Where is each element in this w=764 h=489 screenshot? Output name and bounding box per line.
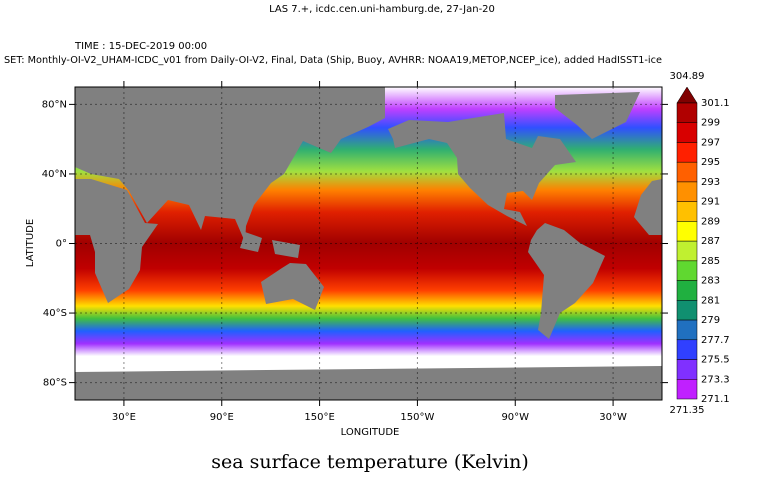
y-tick-label: 80°N <box>42 99 67 110</box>
x-tick-label: 90°W <box>501 412 529 423</box>
colorbar-label: 281 <box>701 295 720 306</box>
x-tick-label: 30°E <box>112 412 136 423</box>
colorbar-box <box>676 221 698 242</box>
land <box>75 87 662 400</box>
colorbar-label: 295 <box>701 157 720 168</box>
colorbar-box <box>676 260 698 281</box>
colorbar-box <box>676 240 698 262</box>
colorbar-triangle <box>676 86 698 104</box>
x-tick-label: 150°W <box>400 412 434 423</box>
colorbar-label: 299 <box>701 118 720 129</box>
header: LAS 7.+, icdc.cen.uni-hamburg.de, 27-Jan… <box>269 4 495 15</box>
colorbar-label: 301.1 <box>701 98 730 109</box>
colorbar-label: 289 <box>701 216 720 227</box>
colorbar-box <box>676 142 698 163</box>
x-axis-label: LONGITUDE <box>341 427 400 438</box>
y-tick-label: 0° <box>56 239 67 250</box>
colorbar-label: 271.1 <box>701 394 730 405</box>
chart-title: sea surface temperature (Kelvin) <box>211 451 529 473</box>
colorbar-label: 283 <box>701 276 720 287</box>
colorbar-label: 273.3 <box>701 374 730 385</box>
map-field <box>75 87 662 400</box>
colorbar-max: 304.89 <box>670 71 705 82</box>
colorbar-box <box>676 359 698 380</box>
colorbar-label: 285 <box>701 256 720 267</box>
colorbar-label: 291 <box>701 197 720 208</box>
colorbar-label: 279 <box>701 315 720 326</box>
colorbar-label: 287 <box>701 236 720 247</box>
x-tick-label: 30°W <box>599 412 627 423</box>
colorbar-box <box>676 122 698 143</box>
colorbar-box <box>676 181 698 202</box>
colorbar-box <box>676 161 698 183</box>
colorbar-box <box>676 339 698 360</box>
colorbar-box <box>676 280 698 301</box>
colorbar-box <box>676 319 698 341</box>
colorbar-box <box>676 300 698 321</box>
y-tick-label: 80°S <box>43 378 67 389</box>
y-tick-label: 40°N <box>42 169 67 180</box>
dataset-label: SET: Monthly-OI-V2_UHAM-ICDC_v01 from Da… <box>4 55 662 66</box>
y-tick-label: 40°S <box>43 308 67 319</box>
colorbar-box <box>676 102 698 123</box>
time-label: TIME : 15-DEC-2019 00:00 <box>74 41 207 52</box>
colorbar-min: 271.35 <box>670 405 705 416</box>
colorbar-label: 277.7 <box>701 335 730 346</box>
x-tick-label: 150°E <box>304 412 334 423</box>
colorbar-box <box>676 379 698 400</box>
colorbar-label: 275.5 <box>701 355 730 366</box>
colorbar-label: 293 <box>701 177 720 188</box>
y-axis-label: LATITUDE <box>25 219 36 267</box>
colorbar-box <box>676 201 698 222</box>
colorbar-label: 297 <box>701 137 720 148</box>
x-tick-label: 90°E <box>210 412 234 423</box>
